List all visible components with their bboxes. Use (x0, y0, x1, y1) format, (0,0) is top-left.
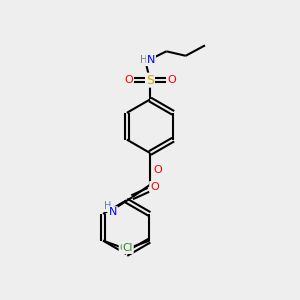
Text: Cl: Cl (122, 243, 133, 253)
Text: O: O (150, 182, 159, 192)
Text: S: S (146, 74, 154, 87)
Text: H: H (104, 201, 112, 211)
Text: N: N (147, 55, 155, 65)
Text: O: O (153, 165, 162, 175)
Text: O: O (167, 75, 176, 85)
Text: Cl: Cl (119, 243, 130, 253)
Text: N: N (109, 207, 117, 217)
Text: O: O (124, 75, 133, 85)
Text: H: H (140, 55, 147, 65)
